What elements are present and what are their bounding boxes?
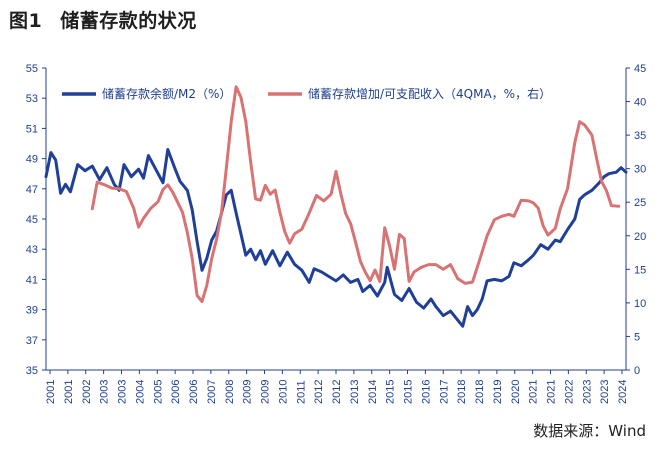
- right-axis-tick-label: 35: [634, 130, 646, 142]
- x-axis-tick-label: 2009: [260, 380, 272, 404]
- x-axis-tick-label: 2001: [63, 380, 75, 404]
- x-axis-tick-label: 2018: [456, 380, 468, 404]
- right-axis-tick-label: 0: [634, 365, 640, 377]
- x-axis-tick-label: 2015: [385, 380, 397, 404]
- x-axis-tick-label: 2017: [438, 380, 450, 404]
- x-axis-tick-label: 2001: [45, 380, 57, 404]
- right-axis-tick-label: 15: [634, 264, 646, 276]
- x-axis-tick-label: 2012: [313, 380, 325, 404]
- right-axis-tick-label: 45: [634, 63, 646, 75]
- left-axis-tick-label: 37: [26, 335, 38, 347]
- x-axis-tick-label: 2021: [528, 380, 540, 404]
- left-axis-tick-label: 39: [26, 305, 38, 317]
- x-axis-tick-label: 2002: [81, 380, 93, 404]
- left-axis-tick-label: 55: [26, 63, 38, 75]
- x-axis-tick-label: 2023: [581, 380, 593, 404]
- x-axis-tick-label: 2014: [367, 380, 379, 404]
- x-axis-tick-label: 2015: [403, 380, 415, 404]
- x-axis-tick-label: 2011: [295, 380, 307, 404]
- left-axis-tick-label: 53: [26, 93, 38, 105]
- x-axis-tick-label: 2013: [349, 380, 361, 404]
- series-line-deposit-to-m2: [44, 148, 628, 328]
- left-axis-tick-label: 51: [26, 123, 38, 135]
- x-axis-tick-label: 2005: [152, 380, 164, 404]
- x-axis-tick-label: 2023: [599, 380, 611, 404]
- x-axis-tick-label: 2004: [134, 380, 146, 404]
- x-axis-tick-label: 2008: [224, 380, 236, 404]
- figure-title-text: 储蓄存款的状况: [60, 10, 197, 32]
- x-axis-tick-label: 2022: [563, 380, 575, 404]
- left-axis-tick-label: 49: [26, 154, 38, 166]
- series-line-deposit-increase-to-income: [90, 85, 621, 303]
- right-axis-tick-label: 10: [634, 298, 646, 310]
- left-axis-tick-label: 43: [26, 244, 38, 256]
- x-axis-tick-label: 2018: [474, 380, 486, 404]
- x-axis-tick-label: 2012: [331, 380, 343, 404]
- x-axis-tick-label: 2010: [277, 380, 289, 404]
- x-axis-tick-label: 2009: [242, 380, 254, 404]
- x-axis-tick-label: 2003: [117, 380, 129, 404]
- x-axis-tick-label: 2003: [99, 380, 111, 404]
- x-axis-tick-label: 2007: [206, 380, 218, 404]
- right-axis-tick-label: 30: [634, 164, 646, 176]
- x-axis-tick-label: 2016: [420, 380, 432, 404]
- left-axis-tick-label: 47: [26, 184, 38, 196]
- figure-title: 图1 储蓄存款的状况: [9, 6, 197, 33]
- right-axis-tick-label: 40: [634, 97, 646, 109]
- legend-label: 储蓄存款余额/M2（%）: [102, 86, 231, 101]
- legend-label: 储蓄存款增加/可支配收入（4QMA，%，右）: [308, 86, 551, 101]
- left-axis-tick-label: 41: [26, 274, 38, 286]
- right-axis-tick-label: 20: [634, 231, 646, 243]
- x-axis-tick-label: 2006: [170, 380, 182, 404]
- right-axis-tick-label: 25: [634, 197, 646, 209]
- left-axis-tick-label: 45: [26, 214, 38, 226]
- x-axis-tick-label: 2006: [188, 380, 200, 404]
- x-axis-tick-label: 2020: [510, 380, 522, 404]
- right-axis-tick-label: 5: [634, 331, 640, 343]
- x-axis-tick-label: 2019: [492, 380, 504, 404]
- figure-number: 图1: [9, 10, 43, 32]
- x-axis-tick-label: 2021: [546, 380, 558, 404]
- source-note: 数据来源：Wind: [533, 422, 646, 440]
- x-axis-tick-label: 2024: [617, 380, 629, 404]
- left-axis-tick-label: 35: [26, 365, 38, 377]
